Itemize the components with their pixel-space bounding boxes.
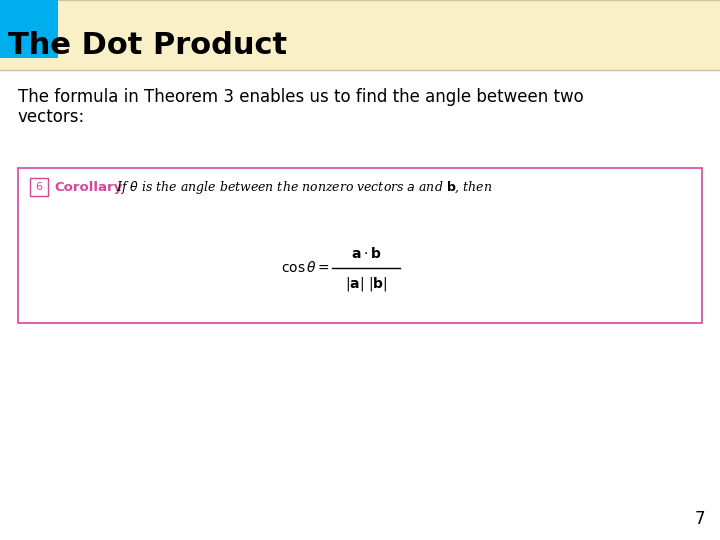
Text: $\cos\theta =$: $\cos\theta =$ xyxy=(281,260,330,275)
Text: If $\theta$ is the angle between the nonzero vectors $a$ and $\mathbf{b}$, then: If $\theta$ is the angle between the non… xyxy=(116,179,492,195)
FancyBboxPatch shape xyxy=(30,178,48,196)
Text: Corollary: Corollary xyxy=(54,180,122,193)
Text: 7: 7 xyxy=(695,510,705,528)
FancyBboxPatch shape xyxy=(18,168,702,323)
Text: The Dot Product: The Dot Product xyxy=(8,31,287,60)
FancyBboxPatch shape xyxy=(0,0,58,58)
Text: $|\mathbf{a}|\ |\mathbf{b}|$: $|\mathbf{a}|\ |\mathbf{b}|$ xyxy=(345,275,387,293)
FancyBboxPatch shape xyxy=(0,0,720,70)
Text: $\mathbf{a} \cdot \mathbf{b}$: $\mathbf{a} \cdot \mathbf{b}$ xyxy=(351,246,381,261)
Text: vectors:: vectors: xyxy=(18,108,85,126)
Text: The formula in Theorem 3 enables us to find the angle between two: The formula in Theorem 3 enables us to f… xyxy=(18,88,584,106)
Text: 6: 6 xyxy=(35,182,42,192)
